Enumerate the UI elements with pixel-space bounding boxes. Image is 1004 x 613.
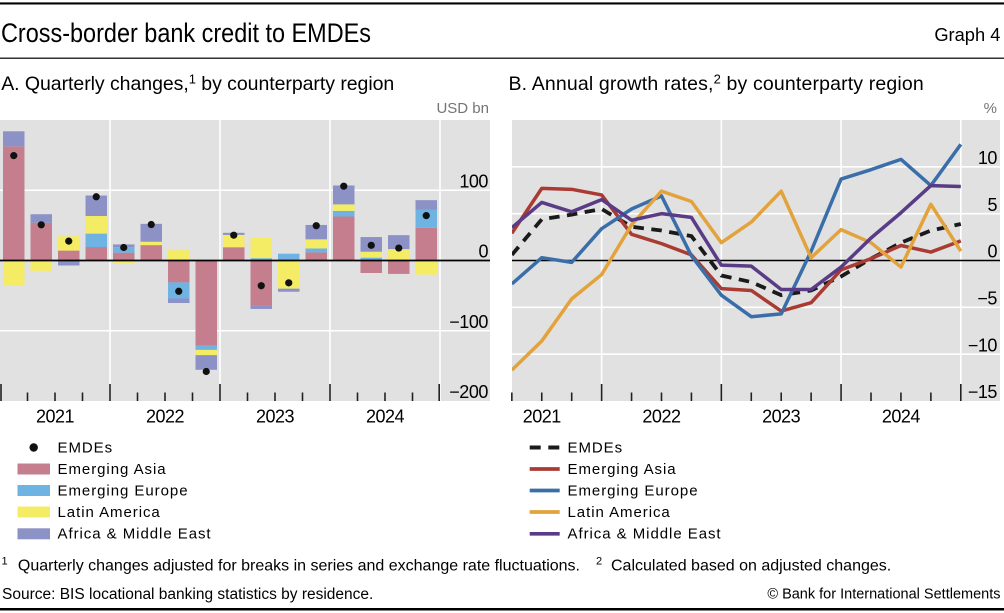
svg-text:−10: −10 — [968, 335, 998, 355]
svg-text:2021: 2021 — [36, 407, 75, 427]
svg-text:2023: 2023 — [762, 407, 801, 427]
svg-text:Africa & Middle East: Africa & Middle East — [568, 526, 722, 543]
svg-text:5: 5 — [987, 195, 997, 215]
svg-text:2022: 2022 — [146, 407, 185, 427]
svg-text:Emerging Asia: Emerging Asia — [58, 461, 167, 478]
svg-text:Latin America: Latin America — [58, 504, 161, 521]
svg-text:2022: 2022 — [642, 407, 681, 427]
svg-text:0: 0 — [987, 242, 997, 262]
svg-text:Emerging Asia: Emerging Asia — [568, 461, 677, 478]
svg-text:2024: 2024 — [366, 407, 405, 427]
svg-text:−5: −5 — [977, 289, 997, 309]
svg-text:Graph 4: Graph 4 — [934, 24, 1000, 45]
svg-text:B. Annual growth rates,2 by co: B. Annual growth rates,2 by counterparty… — [509, 72, 924, 96]
svg-text:Cross-border bank credit to EM: Cross-border bank credit to EMDEs — [1, 18, 371, 48]
svg-text:Source: BIS locational banking: Source: BIS locational banking statistic… — [2, 586, 373, 603]
svg-text:EMDEs: EMDEs — [568, 439, 624, 456]
svg-text:A. Quarterly changes,1 by coun: A. Quarterly changes,1 by counterparty r… — [1, 72, 394, 96]
svg-text:10: 10 — [978, 148, 998, 168]
svg-text:2: 2 — [596, 556, 602, 568]
svg-text:%: % — [984, 100, 997, 117]
svg-text:−100: −100 — [449, 312, 488, 332]
svg-text:Emerging Europe: Emerging Europe — [568, 482, 699, 499]
svg-text:0: 0 — [478, 242, 488, 262]
svg-text:Calculated based on adjusted c: Calculated based on adjusted changes. — [611, 558, 891, 575]
svg-text:100: 100 — [459, 171, 488, 191]
svg-text:Latin America: Latin America — [568, 504, 671, 521]
svg-text:2023: 2023 — [256, 407, 295, 427]
svg-text:Africa & Middle East: Africa & Middle East — [58, 526, 212, 543]
svg-text:EMDEs: EMDEs — [58, 439, 114, 456]
svg-text:© Bank for International Settl: © Bank for International Settlements — [767, 587, 1000, 603]
svg-text:USD bn: USD bn — [436, 100, 489, 117]
svg-text:Emerging Europe: Emerging Europe — [58, 482, 189, 499]
svg-text:−200: −200 — [449, 382, 488, 402]
svg-text:Quarterly changes adjusted for: Quarterly changes adjusted for breaks in… — [18, 558, 580, 575]
svg-text:2021: 2021 — [523, 407, 562, 427]
svg-text:1: 1 — [2, 556, 8, 568]
svg-text:−15: −15 — [968, 382, 998, 402]
svg-text:2024: 2024 — [882, 407, 921, 427]
